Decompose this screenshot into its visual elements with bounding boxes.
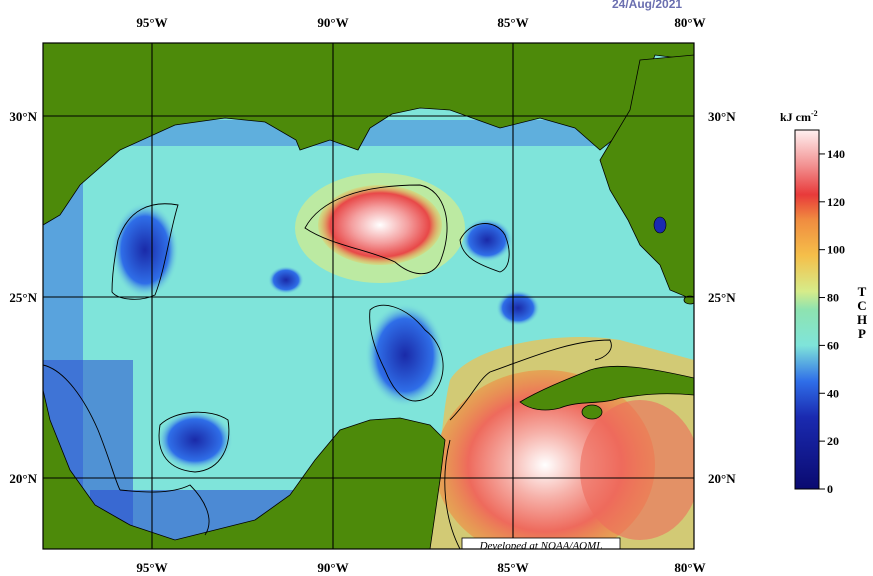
lat-label: 30°N	[708, 109, 736, 124]
colorbar-tick-label: 80	[827, 291, 839, 305]
lat-label: 25°N	[708, 290, 736, 305]
graticule	[43, 43, 694, 549]
isla-juventud	[581, 404, 603, 420]
land	[43, 43, 694, 549]
lon-label: 80°W	[674, 15, 705, 30]
map-panel: Developed at NOAA/AOML	[43, 43, 694, 552]
lon-labels-top: 95°W 90°W 85°W 80°W	[136, 15, 705, 30]
credit-box: Developed at NOAA/AOML	[461, 537, 621, 552]
warm-eddy	[318, 185, 442, 265]
colorbar-title-letter: T	[858, 284, 867, 299]
colorbar-tick-label: 100	[827, 243, 845, 257]
colorbar-title: T C H P	[857, 284, 867, 341]
colorbar-tick-label: 140	[827, 147, 845, 161]
lon-label: 95°W	[136, 15, 167, 30]
lon-label: 90°W	[317, 15, 348, 30]
map-frame	[42, 42, 695, 550]
colorbar-unit: kJ cm-2	[780, 109, 818, 124]
lon-label: 90°W	[317, 560, 348, 575]
lon-labels-bottom: 95°W 90°W 85°W 80°W	[136, 560, 705, 575]
lon-label: 80°W	[674, 560, 705, 575]
colorbar-tick-label: 40	[827, 386, 839, 400]
colorbar-ticks: 140 120 100 80 60 40 20 0	[819, 147, 845, 496]
lat-labels-left: 30°N 25°N 20°N	[9, 109, 37, 486]
colorbar-title-letter: P	[858, 326, 866, 341]
cuba	[519, 365, 694, 411]
cold-eddy-west	[111, 202, 179, 298]
colorbar-title-letter: H	[857, 312, 867, 327]
cold-eddy-central	[365, 303, 445, 407]
colorbar-scale	[794, 129, 820, 490]
colorbar-tick-label: 20	[827, 434, 839, 448]
lon-label: 85°W	[497, 560, 528, 575]
date-label: 24/Aug/2021	[612, 0, 682, 11]
cold-eddy-south	[157, 410, 233, 470]
colorbar: kJ cm-2 140 120 100 80 60 40 20 0 T C H P	[780, 109, 867, 496]
lat-label: 20°N	[9, 471, 37, 486]
credit-text: Developed at NOAA/AOML	[479, 540, 603, 552]
lat-label: 25°N	[9, 290, 37, 305]
mexico-yucatan	[43, 389, 446, 549]
colorbar-tick-label: 120	[827, 195, 845, 209]
lon-label: 95°W	[136, 560, 167, 575]
colorbar-tick-label: 60	[827, 338, 839, 352]
lat-labels-right: 30°N 25°N 20°N	[708, 109, 736, 486]
lon-label: 85°W	[497, 15, 528, 30]
colorbar-tick-label: 0	[827, 482, 833, 496]
lat-label: 30°N	[9, 109, 37, 124]
lat-label: 20°N	[708, 471, 736, 486]
colorbar-title-letter: C	[857, 298, 866, 313]
